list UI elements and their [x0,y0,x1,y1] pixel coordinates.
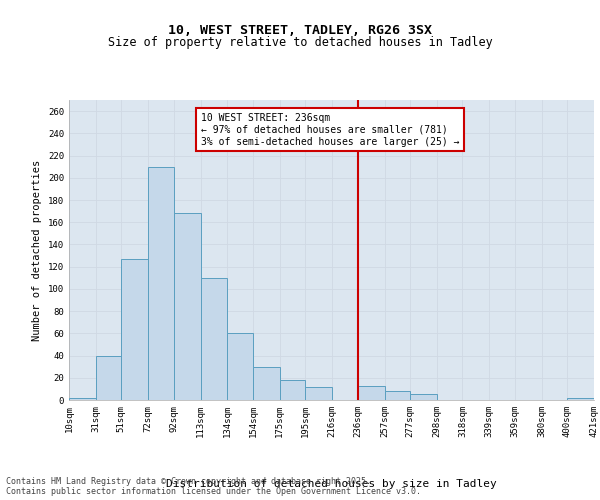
Bar [410,394,437,400]
Y-axis label: Number of detached properties: Number of detached properties [32,160,43,340]
Bar [174,214,200,400]
Bar [96,356,121,400]
Text: Contains HM Land Registry data © Crown copyright and database right 2025.: Contains HM Land Registry data © Crown c… [6,476,371,486]
Bar [567,398,594,400]
Text: 10 WEST STREET: 236sqm
← 97% of detached houses are smaller (781)
3% of semi-det: 10 WEST STREET: 236sqm ← 97% of detached… [200,114,459,146]
Bar [358,386,385,400]
Bar [69,398,96,400]
Bar [227,334,253,400]
Bar [121,259,148,400]
Bar [200,278,227,400]
Text: 10, WEST STREET, TADLEY, RG26 3SX: 10, WEST STREET, TADLEY, RG26 3SX [168,24,432,36]
X-axis label: Distribution of detached houses by size in Tadley: Distribution of detached houses by size … [166,479,497,489]
Bar [253,366,280,400]
Text: Contains public sector information licensed under the Open Government Licence v3: Contains public sector information licen… [6,486,421,496]
Bar [148,166,174,400]
Text: Size of property relative to detached houses in Tadley: Size of property relative to detached ho… [107,36,493,49]
Bar [385,391,410,400]
Bar [305,386,332,400]
Bar [280,380,305,400]
